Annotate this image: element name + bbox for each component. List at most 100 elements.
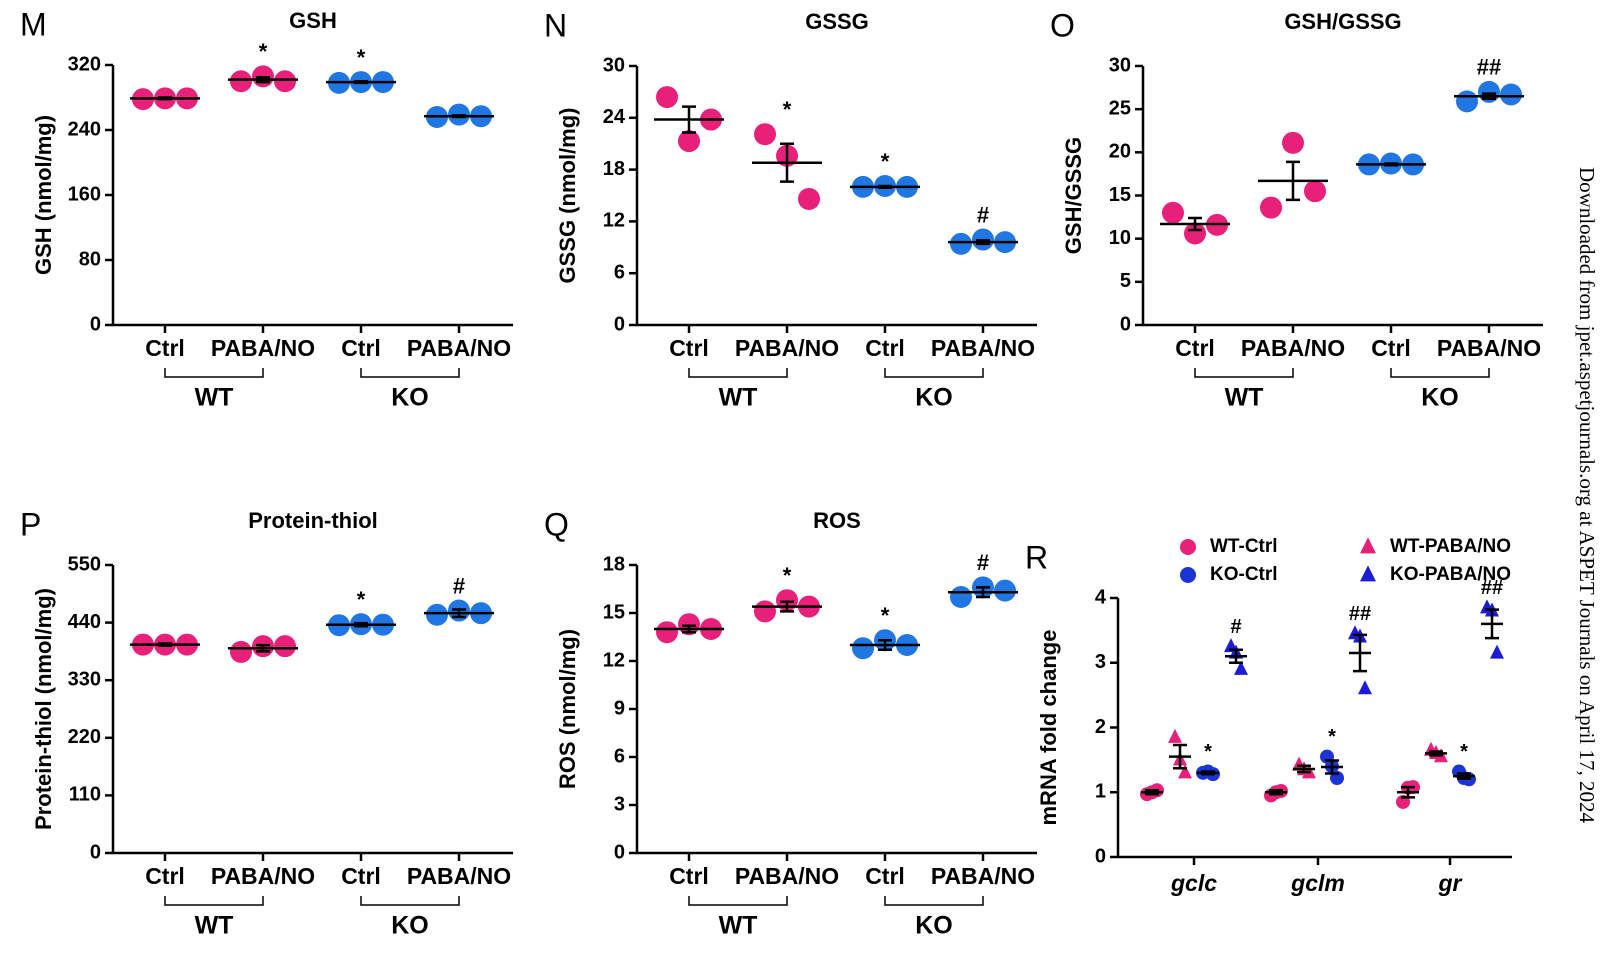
point [230, 70, 252, 93]
error-bar [1201, 770, 1215, 776]
y-tick-label: 12 [603, 210, 625, 232]
point [678, 130, 700, 153]
error-bar [1401, 785, 1415, 799]
y-tick-label: 24 [603, 106, 626, 128]
y-tick-label: 15 [603, 601, 625, 623]
error-bar [354, 621, 368, 628]
error-bar [1353, 633, 1367, 673]
panel-letter: R [1025, 539, 1048, 575]
error-bar [1384, 162, 1398, 167]
y-axis-title: GSH/GSSG [1061, 137, 1086, 254]
x-tick-label: Ctrl [865, 863, 905, 889]
y-axis-title: ROS (nmol/mg) [555, 629, 580, 789]
point [852, 637, 874, 660]
panel-letter: O [1050, 7, 1075, 43]
legend-label: WT-Ctrl [1210, 536, 1278, 557]
group-label: KO [1421, 384, 1459, 412]
error-bar [878, 184, 892, 189]
legend-label: KO-PABA/NO [1390, 564, 1511, 585]
y-tick-label: 25 [1109, 97, 1131, 119]
chart-title: GSSG [805, 9, 869, 34]
y-tick-label: 0 [90, 841, 101, 863]
y-tick-label: 9 [614, 697, 625, 719]
error-bar [256, 75, 270, 84]
error-bar [1269, 789, 1283, 796]
error-bar [256, 643, 270, 653]
point [1260, 196, 1282, 219]
error-bar [1297, 764, 1311, 774]
group-label: WT [1225, 384, 1264, 412]
significance-mark: * [357, 45, 366, 70]
error-bar [1482, 92, 1496, 101]
chart-title: GSH/GSSG [1284, 9, 1401, 34]
x-tick-label: PABA/NO [407, 863, 511, 889]
x-tick-label: Ctrl [341, 335, 381, 361]
y-tick-label: 10 [1109, 227, 1131, 249]
x-tick-label: PABA/NO [211, 335, 315, 361]
point [1168, 728, 1182, 743]
x-tick-label: Ctrl [341, 863, 381, 889]
y-tick-label: 4 [1095, 586, 1107, 608]
error-bar [1173, 743, 1187, 770]
point [1178, 764, 1192, 779]
panel-letter: Q [544, 506, 569, 542]
point [656, 621, 678, 644]
chart-title: ROS [813, 508, 861, 533]
y-tick-label: 0 [614, 313, 625, 335]
x-tick-label: Ctrl [669, 335, 709, 361]
y-tick-label: 3 [1095, 651, 1106, 673]
group-label: WT [195, 912, 234, 940]
y-tick-label: 30 [603, 54, 625, 76]
x-tick-label: Ctrl [145, 335, 185, 361]
error-bar [1145, 789, 1159, 796]
point [274, 635, 296, 658]
error-bar [1229, 648, 1243, 664]
error-bar [1485, 608, 1499, 640]
point [950, 232, 972, 255]
group-bracket [360, 368, 460, 378]
significance-mark: # [977, 202, 989, 227]
point [1456, 90, 1478, 113]
error-bar [780, 600, 794, 613]
significance-mark: * [783, 97, 792, 122]
x-tick-label: PABA/NO [735, 335, 839, 361]
point [994, 579, 1016, 602]
y-tick-label: 3 [614, 793, 625, 815]
error-bar [158, 642, 172, 647]
point [754, 600, 776, 623]
error-bar [1286, 160, 1300, 202]
x-tick-label: PABA/NO [931, 335, 1035, 361]
group-bracket [1390, 368, 1490, 378]
point [950, 586, 972, 608]
significance-mark: * [357, 587, 366, 612]
y-tick-label: 320 [68, 53, 101, 75]
x-tick-label: PABA/NO [1437, 335, 1541, 361]
x-tick-label: gr [1438, 870, 1463, 896]
error-bar [354, 80, 368, 85]
group-label: KO [391, 912, 429, 940]
chart-title: Protein-thiol [248, 508, 378, 533]
y-tick-label: 2 [1095, 716, 1106, 738]
group-bracket [164, 368, 264, 378]
error-bar [1429, 750, 1443, 757]
significance-mark: * [1460, 741, 1468, 763]
x-tick-label: PABA/NO [211, 863, 315, 889]
point [1282, 131, 1304, 154]
point [1304, 180, 1326, 203]
x-tick-label: PABA/NO [407, 335, 511, 361]
panel-letter: P [20, 506, 41, 542]
point [426, 603, 448, 626]
y-tick-label: 0 [614, 841, 625, 863]
y-tick-label: 240 [68, 118, 101, 140]
error-bar [1457, 772, 1471, 780]
x-tick-label: PABA/NO [931, 863, 1035, 889]
group-bracket [1194, 368, 1294, 378]
y-tick-label: 80 [79, 248, 101, 270]
y-axis-title: Protein-thiol (nmol/mg) [31, 588, 56, 830]
group-label: KO [915, 912, 953, 940]
group-bracket [164, 896, 264, 906]
point [798, 187, 820, 210]
error-bar [682, 105, 696, 134]
point [1490, 644, 1504, 659]
